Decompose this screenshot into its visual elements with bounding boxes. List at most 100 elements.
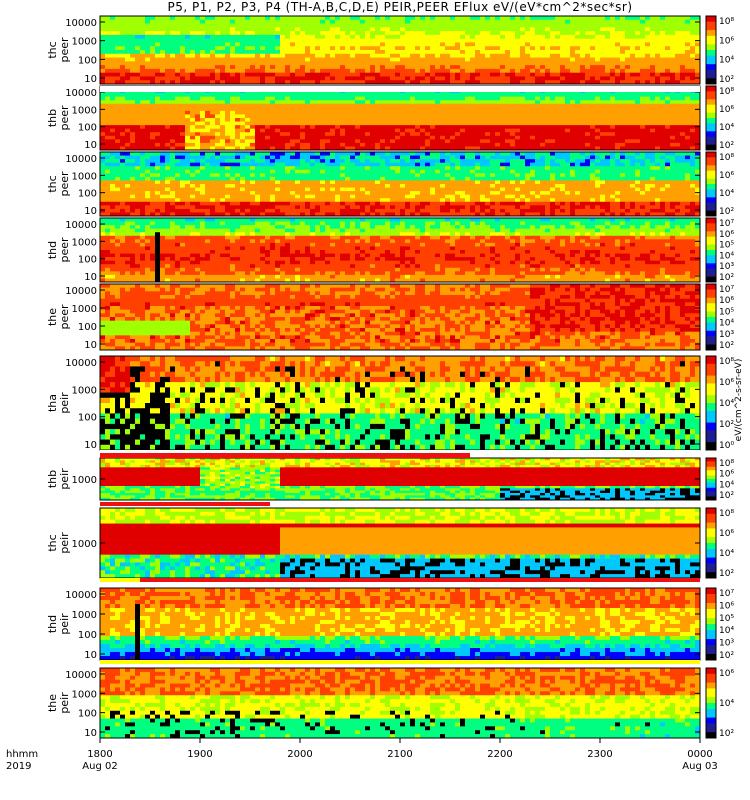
y-tick-label: 1000 — [72, 610, 97, 621]
y-tick-label: 10 — [84, 440, 97, 451]
x-tick-label: 0000 — [687, 749, 712, 760]
y-tick-label: 10 — [84, 650, 97, 661]
y-tick-label: 1000 — [72, 237, 97, 248]
y-tick-label: 1000 — [72, 304, 97, 315]
y-axis-label: peer — [58, 304, 71, 330]
y-axis-label: peer — [58, 171, 71, 197]
status-band — [100, 502, 270, 506]
y-axis-label: peer — [58, 237, 71, 263]
y-tick-label: 100 — [78, 55, 97, 66]
colorbar-tick-label: 10² — [719, 491, 734, 501]
heatmap-cells — [100, 458, 700, 500]
colorbar-tick-label: 10² — [719, 207, 734, 217]
status-band — [140, 578, 700, 582]
colorbar: 10⁶ 10⁴ 10² — [706, 668, 734, 739]
status-band — [100, 86, 700, 92]
colorbar-tick-label: 10⁵ — [719, 307, 734, 317]
colorbar-tick-label: 10⁴ — [719, 549, 734, 559]
colorbar: 10⁸ 10⁶ 10⁴ 10² — [706, 152, 734, 217]
colorbar-tick-label: 10⁸ — [719, 17, 734, 27]
heatmap-cells — [100, 668, 700, 738]
colorbar-tick-label: 10² — [719, 651, 734, 661]
colorbar-tick-label: 10⁶ — [719, 171, 734, 181]
colorbar-tick-label: 10⁸ — [719, 459, 734, 469]
colorbar-tick-label: 10⁴ — [719, 189, 734, 199]
colorbar-tick-label: 10⁴ — [719, 319, 734, 329]
y-tick-label: 1000 — [72, 171, 97, 182]
y-tick-label: 10 — [84, 206, 97, 217]
y-axis-label: peer — [58, 105, 71, 131]
colorbar-tick-label: 10² — [719, 141, 734, 151]
y-tick-label: 1000 — [72, 105, 97, 116]
y-tick-label: 100 — [78, 322, 97, 333]
colorbar-tick-label: 10² — [719, 569, 734, 579]
y-axis-label: peir — [58, 468, 71, 490]
y-tick-label: 1000 — [72, 475, 97, 486]
x-tick-label: 2100 — [387, 749, 412, 760]
colorbar-tick-label: 10⁷ — [719, 219, 734, 229]
y-axis-label: peir — [58, 613, 71, 635]
colorbar-unit-label: eV/(cm^2-s-sr-eV) — [734, 359, 744, 442]
colorbar-tick-label: 10⁶ — [719, 230, 734, 240]
colorbar-tick-label: 10⁴ — [719, 251, 734, 261]
colorbar-tick-label: 10² — [719, 273, 734, 283]
y-tick-label: 1000 — [72, 689, 97, 700]
y-axis-label: peir — [58, 392, 71, 414]
x-tick-label: 1900 — [187, 749, 212, 760]
time-row-label: hhmm — [6, 749, 38, 760]
status-band — [100, 578, 140, 582]
colorbar-tick-label: 10⁸ — [719, 357, 734, 367]
colorbar-tick-label: 10⁷ — [719, 285, 734, 295]
colorbar-tick-label: 10² — [719, 729, 734, 739]
colorbar-tick-label: 10⁵ — [719, 614, 734, 624]
colorbar-tick-label: 10⁴ — [719, 699, 734, 709]
colorbar-tick-label: 10⁶ — [719, 378, 734, 388]
x-tick-date: Aug 02 — [82, 761, 117, 772]
y-tick-label: 100 — [78, 709, 97, 720]
colorbar-tick-label: 10⁷ — [719, 589, 734, 599]
heatmap-cells — [100, 152, 700, 216]
colorbar-tick-label: 10⁶ — [719, 529, 734, 539]
x-tick-date: Aug 03 — [682, 761, 717, 772]
y-tick-label: 100 — [78, 255, 97, 266]
y-tick-label: 100 — [78, 189, 97, 200]
colorbar-tick-label: 10⁵ — [719, 241, 734, 251]
colorbar-tick-label: 10⁰ — [719, 441, 734, 451]
colorbar-tick-label: 10⁴ — [719, 123, 734, 133]
colorbar-tick-label: 10³ — [719, 330, 734, 340]
status-band — [100, 453, 470, 458]
y-tick-label: 10 — [84, 340, 97, 351]
y-tick-label: 10000 — [65, 18, 97, 29]
y-tick-label: 10000 — [65, 670, 97, 681]
heatmap-cells — [100, 86, 700, 150]
colorbar-tick-label: 10⁴ — [719, 626, 734, 636]
y-tick-label: 10 — [84, 140, 97, 151]
colorbar-tick-label: 10⁸ — [719, 153, 734, 163]
y-axis-label: peir — [58, 532, 71, 554]
y-tick-label: 1000 — [72, 37, 97, 48]
colorbar-tick-label: 10⁶ — [719, 669, 734, 679]
colorbar-tick-label: 10² — [719, 420, 734, 430]
colorbar-tick-label: 10⁶ — [719, 105, 734, 115]
heatmap-cells — [100, 218, 700, 282]
colorbar-tick-label: 10² — [719, 341, 734, 351]
y-tick-label: 10000 — [65, 286, 97, 297]
y-tick-label: 10000 — [65, 590, 97, 601]
colorbar-tick-label: 10² — [719, 75, 734, 85]
heatmap-cells — [100, 16, 700, 84]
colorbar-tick-label: 10⁶ — [719, 296, 734, 306]
